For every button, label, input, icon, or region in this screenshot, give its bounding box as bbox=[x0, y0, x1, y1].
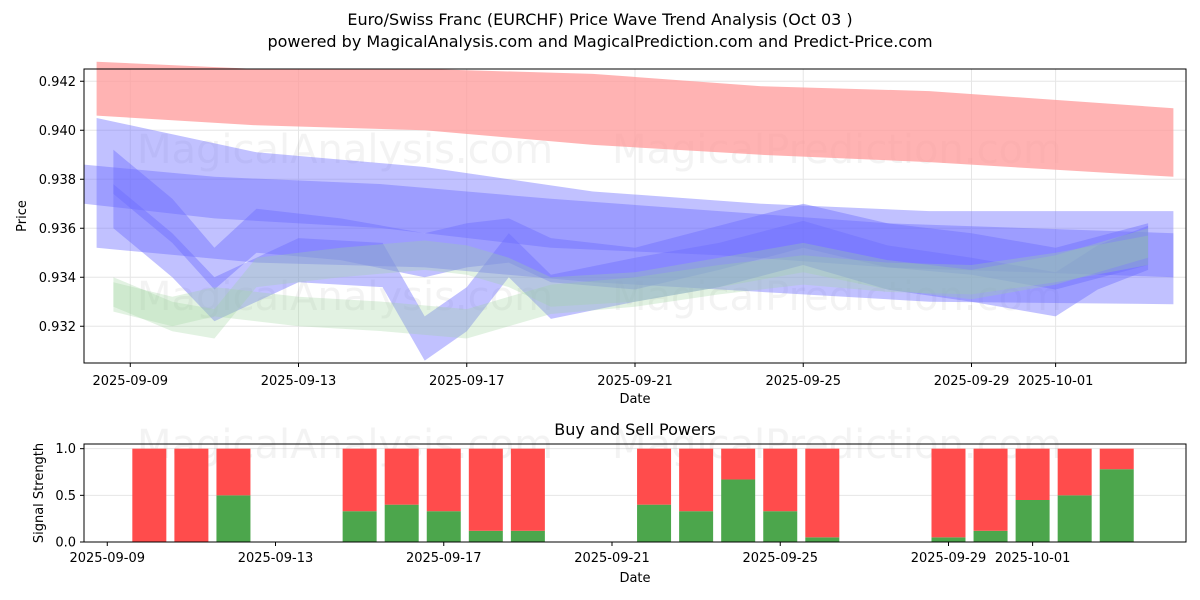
price-band-6 bbox=[113, 235, 1149, 339]
sell-bar-11 bbox=[763, 448, 798, 512]
buy-bar-7 bbox=[510, 530, 545, 542]
price-y-tick-label-5: 0.942 bbox=[39, 75, 76, 90]
buy-bar-17 bbox=[1099, 469, 1134, 542]
power-x-ticks: 2025-09-09 2025-09-13 2025-09-17 2025-09-21… bbox=[69, 542, 1070, 566]
price-x-tick-label-6: 2025-10-01 bbox=[1018, 374, 1094, 389]
sell-bar-6 bbox=[468, 448, 503, 531]
sell-bar-2 bbox=[216, 448, 251, 496]
chart-subtitle: powered by MagicalAnalysis.com and Magic… bbox=[267, 32, 932, 51]
price-x-tick-label-2: 2025-09-17 bbox=[429, 374, 505, 389]
price-band-2 bbox=[84, 164, 1174, 278]
buy-bar-16 bbox=[1057, 495, 1092, 542]
power-y-label: Signal Strength bbox=[32, 443, 47, 543]
power-plot-frame bbox=[83, 443, 1187, 543]
sell-bar-10 bbox=[721, 448, 756, 480]
sell-bar-3 bbox=[342, 448, 377, 512]
buy-bar-4 bbox=[384, 504, 419, 542]
price-x-tick-label-3: 2025-09-21 bbox=[597, 374, 673, 389]
price-bands bbox=[84, 61, 1174, 361]
power-x-tick-label-0: 2025-09-09 bbox=[69, 551, 145, 566]
sell-bar-7 bbox=[510, 448, 545, 531]
price-y-ticks: 0.932 0.934 0.936 0.938 0.940 0.942 bbox=[39, 75, 84, 335]
power-chart: Buy and Sell Powers MagicalAnalysis.com … bbox=[32, 420, 1187, 586]
power-y-tick-label-2: 1.0 bbox=[55, 442, 76, 457]
power-x-tick-label-3: 2025-09-21 bbox=[574, 551, 650, 566]
sell-bar-13 bbox=[931, 448, 966, 538]
buy-bar-12 bbox=[805, 537, 840, 542]
price-y-tick-label-0: 0.932 bbox=[39, 320, 76, 335]
watermark-prediction-low: MagicalPrediction.com bbox=[612, 274, 1062, 320]
sell-bar-5 bbox=[426, 448, 461, 512]
buy-bar-2 bbox=[216, 495, 251, 542]
power-bars bbox=[132, 448, 1134, 542]
buy-bar-14 bbox=[973, 530, 1008, 542]
sell-bar-12 bbox=[805, 448, 840, 538]
sell-bar-14 bbox=[973, 448, 1008, 531]
price-chart: MagicalAnalysis.com MagicalPrediction.co… bbox=[15, 61, 1187, 407]
sell-bar-9 bbox=[679, 448, 714, 512]
price-band-1 bbox=[96, 118, 1174, 305]
sell-bar-16 bbox=[1057, 448, 1092, 496]
sell-bar-0 bbox=[132, 448, 167, 542]
price-x-tick-label-0: 2025-09-09 bbox=[92, 374, 168, 389]
chart-title: Euro/Swiss Franc (EURCHF) Price Wave Tre… bbox=[347, 10, 852, 29]
power-x-tick-label-4: 2025-09-25 bbox=[742, 551, 818, 566]
buy-bar-10 bbox=[721, 479, 756, 542]
watermark-analysis-low: MagicalAnalysis.com bbox=[137, 274, 553, 320]
power-x-tick-label-5: 2025-09-29 bbox=[911, 551, 987, 566]
price-y-tick-label-4: 0.940 bbox=[39, 124, 76, 139]
price-band-3 bbox=[113, 149, 1149, 290]
price-x-label: Date bbox=[619, 392, 650, 407]
power-x-label: Date bbox=[619, 571, 650, 586]
power-y-tick-label-1: 0.5 bbox=[55, 489, 76, 504]
price-x-ticks: 2025-09-09 2025-09-13 2025-09-17 2025-09-21… bbox=[92, 363, 1093, 389]
power-y-ticks: 0.0 0.5 1.0 bbox=[55, 442, 84, 551]
price-y-label: Price bbox=[15, 200, 30, 232]
power-x-tick-label-2: 2025-09-17 bbox=[406, 551, 482, 566]
price-band-5 bbox=[113, 228, 1149, 339]
power-y-tick-label-0: 0.0 bbox=[55, 536, 76, 551]
price-x-tick-label-5: 2025-09-29 bbox=[934, 374, 1010, 389]
price-y-tick-label-3: 0.938 bbox=[39, 173, 76, 188]
power-x-tick-label-1: 2025-09-13 bbox=[238, 551, 314, 566]
price-x-tick-label-4: 2025-09-25 bbox=[765, 374, 841, 389]
sell-bar-15 bbox=[1015, 448, 1050, 500]
buy-bar-13 bbox=[931, 537, 966, 542]
sell-bar-4 bbox=[384, 448, 419, 505]
buy-bar-15 bbox=[1015, 500, 1050, 542]
buy-bar-8 bbox=[637, 504, 672, 542]
power-x-tick-label-6: 2025-10-01 bbox=[995, 551, 1071, 566]
buy-bar-3 bbox=[342, 511, 377, 542]
price-x-tick-label-1: 2025-09-13 bbox=[261, 374, 337, 389]
power-title: Buy and Sell Powers bbox=[554, 420, 716, 439]
buy-bar-11 bbox=[763, 511, 798, 542]
sell-bar-8 bbox=[637, 448, 672, 505]
price-band-4 bbox=[113, 184, 1149, 361]
sell-bar-1 bbox=[174, 448, 209, 542]
buy-bar-5 bbox=[426, 511, 461, 542]
buy-bar-6 bbox=[468, 530, 503, 542]
sell-bar-17 bbox=[1099, 448, 1134, 470]
buy-bar-9 bbox=[679, 511, 714, 542]
price-band-0 bbox=[96, 61, 1174, 177]
price-y-tick-label-1: 0.934 bbox=[39, 271, 76, 286]
price-y-tick-label-2: 0.936 bbox=[39, 222, 76, 237]
